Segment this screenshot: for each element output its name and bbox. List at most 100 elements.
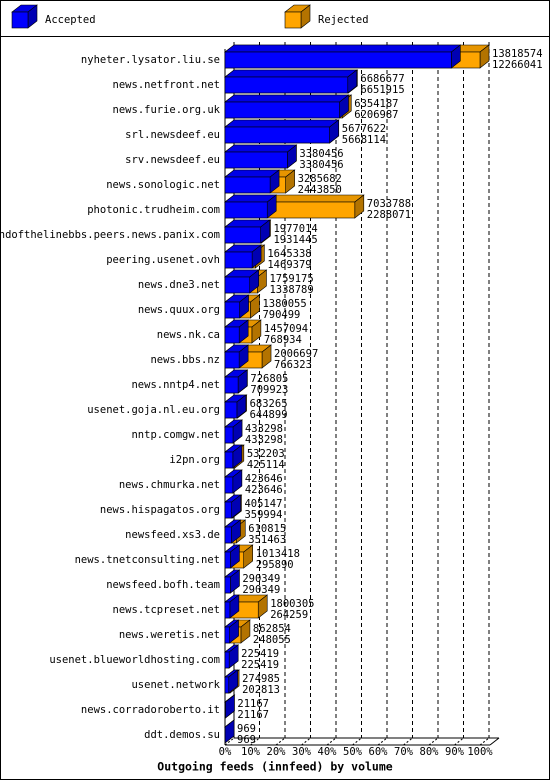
category-label: news.netfront.net <box>113 79 220 91</box>
value-label: 726805 <box>250 373 288 385</box>
value-label: 969 <box>237 734 256 746</box>
value-label: 1380055 <box>262 298 306 310</box>
legend-swatch-face <box>11 11 29 29</box>
x-tick-label: 90% <box>445 746 465 758</box>
bar-accepted-face <box>224 401 238 419</box>
bar-accepted-face <box>224 94 350 103</box>
bar-accepted <box>224 569 241 594</box>
bar-accepted-face <box>224 101 340 119</box>
x-tick <box>377 737 388 746</box>
value-label: 6686677 <box>360 73 404 85</box>
value-label: 264259 <box>270 609 308 621</box>
bar-accepted-face <box>224 251 253 269</box>
value-label: 423646 <box>245 473 283 485</box>
value-label: 423646 <box>245 484 283 496</box>
value-label: 862854 <box>253 623 291 635</box>
x-tick <box>224 737 235 746</box>
bar-accepted <box>224 344 250 369</box>
bar-accepted-face <box>224 226 261 244</box>
category-label: news.weretis.net <box>119 629 220 641</box>
value-label: 13818574 <box>492 48 543 60</box>
value-label: 274985 <box>242 673 280 685</box>
x-tick-label: 70% <box>394 746 414 758</box>
bar-accepted-face <box>224 551 231 569</box>
x-tick-label: 30% <box>292 746 312 758</box>
x-tick-label: 40% <box>318 746 338 758</box>
chart-title: Outgoing feeds (innfeed) by volume <box>157 760 392 774</box>
bar-accepted <box>224 244 262 269</box>
value-label: 295890 <box>256 559 294 571</box>
legend-label: Rejected <box>318 14 369 26</box>
category-label: news.dne3.net <box>138 279 220 291</box>
bar-accepted-face <box>224 426 234 444</box>
category-label: newsfeed.xs3.de <box>125 529 220 541</box>
value-label: 290349 <box>242 573 280 585</box>
bar-accepted-face <box>224 326 240 344</box>
bar-accepted-face <box>224 451 234 469</box>
x-tick <box>250 737 260 746</box>
bar-accepted-face <box>224 476 234 494</box>
value-label: 532203 <box>247 448 285 460</box>
value-label: 683265 <box>250 398 288 410</box>
value-label: 290349 <box>242 584 280 596</box>
value-label: 1338789 <box>269 284 313 296</box>
bar-accepted <box>224 694 236 719</box>
category-label: news.furie.org.uk <box>113 104 221 116</box>
bar-accepted <box>224 169 280 194</box>
bar-accepted <box>224 469 243 494</box>
value-label: 6651915 <box>360 84 404 96</box>
category-label: news.nk.ca <box>157 329 220 341</box>
value-label: 433298 <box>245 423 283 435</box>
category-label: news.hispagatos.org <box>100 504 220 516</box>
category-label: srl.newsdeef.eu <box>125 129 220 141</box>
value-label: 768934 <box>264 334 302 346</box>
value-label: 1457094 <box>264 323 308 335</box>
bar-accepted-face <box>224 276 251 294</box>
value-label: 3380456 <box>299 148 343 160</box>
value-label: 6354187 <box>354 98 398 110</box>
bar-accepted-face <box>224 44 462 53</box>
value-label: 2443850 <box>298 184 342 196</box>
bar-accepted <box>224 669 239 694</box>
bar-accepted-face <box>224 301 240 319</box>
x-tick-label: 0% <box>219 746 232 758</box>
bar-accepted <box>224 69 358 94</box>
bar-accepted-face <box>224 144 298 153</box>
value-label: 359994 <box>244 509 282 521</box>
x-tick <box>428 737 439 746</box>
category-label: news.chmurka.net <box>119 479 220 491</box>
bar-accepted-face <box>224 626 230 644</box>
bar-accepted <box>224 94 350 119</box>
value-label: 202813 <box>242 684 280 696</box>
bar-accepted <box>224 719 235 744</box>
x-tick <box>275 737 286 746</box>
value-label: 1759175 <box>269 273 313 285</box>
legend-swatch <box>11 4 38 29</box>
value-label: 12266041 <box>492 59 543 71</box>
value-label: 2288071 <box>367 209 411 221</box>
x-tick-label: 20% <box>267 746 287 758</box>
legend-label: Accepted <box>45 14 96 26</box>
category-label: newsfeed.bofh.team <box>106 579 220 591</box>
value-label: 969 <box>237 723 256 735</box>
category-label: usenet.blueworldhosting.com <box>49 654 220 666</box>
bar-accepted <box>224 394 247 419</box>
category-label: nyheter.lysator.liu.se <box>81 54 220 66</box>
legend-swatch-face <box>284 11 302 29</box>
bar-accepted-face <box>224 201 268 219</box>
bar-accepted-face <box>224 126 330 144</box>
value-label: 21167 <box>237 709 269 721</box>
x-tick-label: 80% <box>420 746 440 758</box>
value-label: 1800305 <box>270 598 314 610</box>
category-label: usenet.goja.nl.eu.org <box>87 404 220 416</box>
category-label: news.quux.org <box>138 304 220 316</box>
bar-accepted-face <box>224 676 230 694</box>
bar-accepted-face <box>224 76 349 94</box>
category-label: news.corradoroberto.it <box>81 704 220 716</box>
x-tick <box>326 737 337 746</box>
bar-accepted <box>224 219 271 244</box>
value-label: 1931445 <box>273 234 317 246</box>
x-tick-label: 100% <box>467 746 493 758</box>
value-label: 225419 <box>241 648 279 660</box>
bar-accepted-face <box>224 151 288 169</box>
